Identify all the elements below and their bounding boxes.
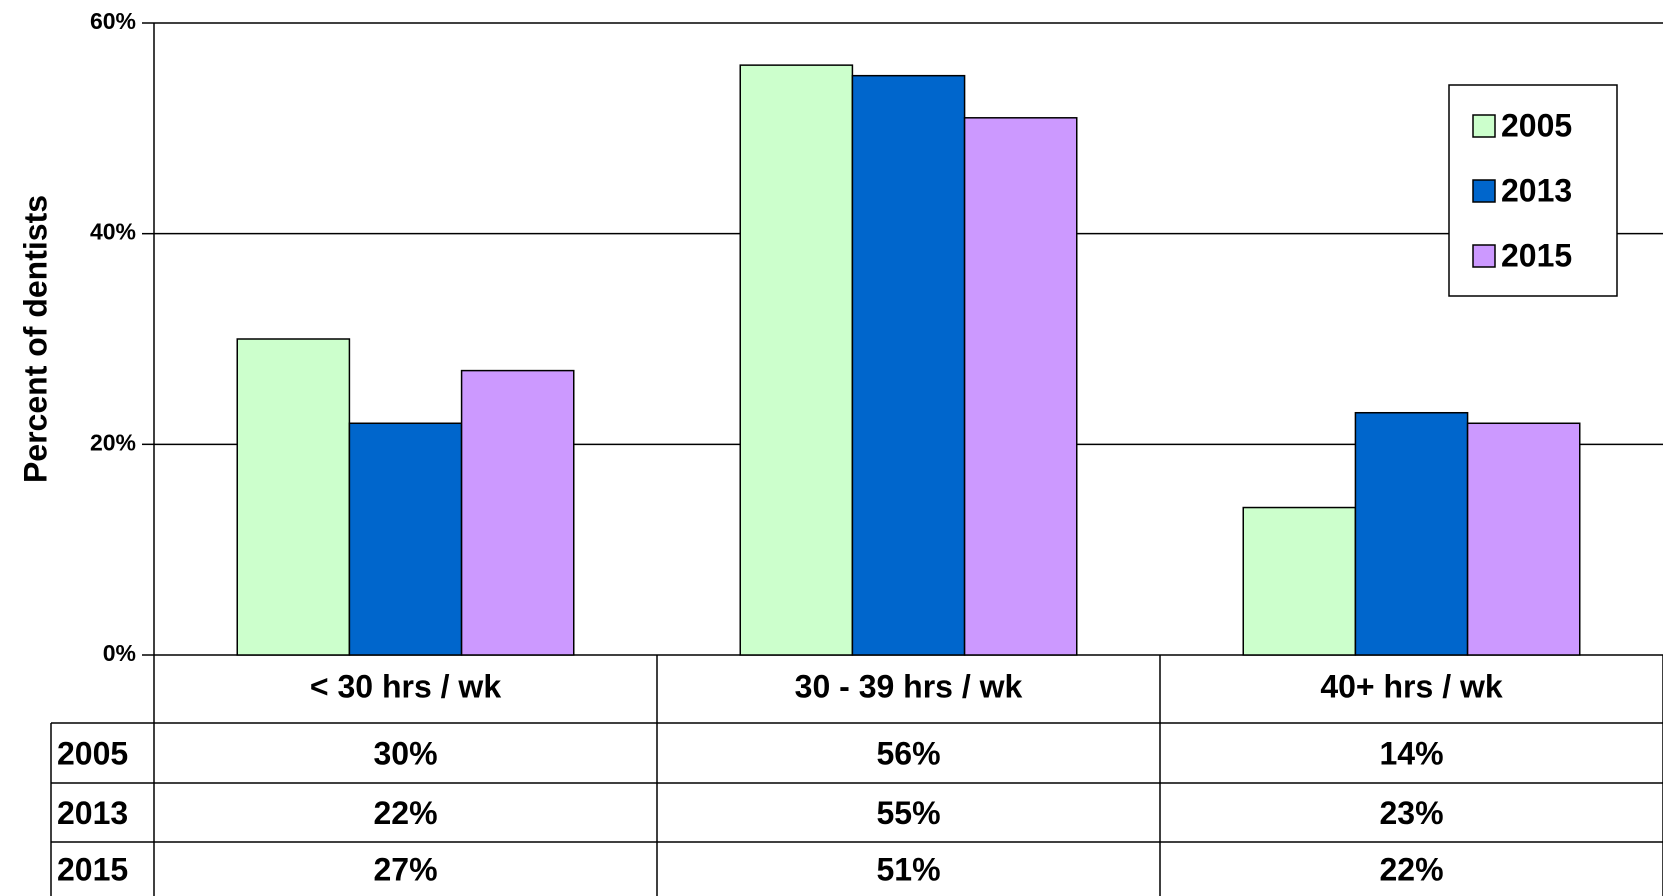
table-cell: 51% [876, 851, 940, 887]
bar [460, 369, 575, 656]
x-tick-label: 40+ hrs / wk [1320, 668, 1503, 704]
table-row-header: 2015 [57, 851, 128, 887]
legend-swatch [1472, 179, 1496, 203]
table-row-header: 2005 [57, 735, 128, 771]
legend-swatch [1472, 114, 1496, 138]
bar [963, 117, 1078, 656]
bar [348, 422, 463, 656]
legend-label: 2005 [1501, 107, 1572, 143]
table-cell: 27% [373, 851, 437, 887]
legend-swatch [1472, 244, 1496, 268]
table-cell: 22% [373, 795, 437, 831]
y-tick-label: 40% [90, 219, 136, 245]
bar [1242, 506, 1357, 656]
table-row-header: 2013 [57, 795, 128, 831]
bar [739, 64, 854, 656]
bar [1466, 422, 1581, 656]
legend-label: 2013 [1501, 172, 1572, 208]
bar [1354, 411, 1469, 656]
table-cell: 23% [1379, 795, 1443, 831]
bar [851, 74, 966, 656]
y-tick-label: 20% [90, 429, 136, 455]
x-tick-label: < 30 hrs / wk [310, 668, 501, 704]
legend-label: 2015 [1501, 237, 1572, 273]
x-tick-label: 30 - 39 hrs / wk [795, 668, 1023, 704]
table-cell: 14% [1379, 735, 1443, 771]
y-tick-label: 60% [90, 8, 136, 34]
table-cell: 56% [876, 735, 940, 771]
table-cell: 55% [876, 795, 940, 831]
bar [236, 338, 351, 656]
y-axis-title: Percent of dentists [17, 195, 53, 483]
table-cell: 30% [373, 735, 437, 771]
table-cell: 22% [1379, 851, 1443, 887]
y-tick-label: 0% [103, 640, 136, 666]
